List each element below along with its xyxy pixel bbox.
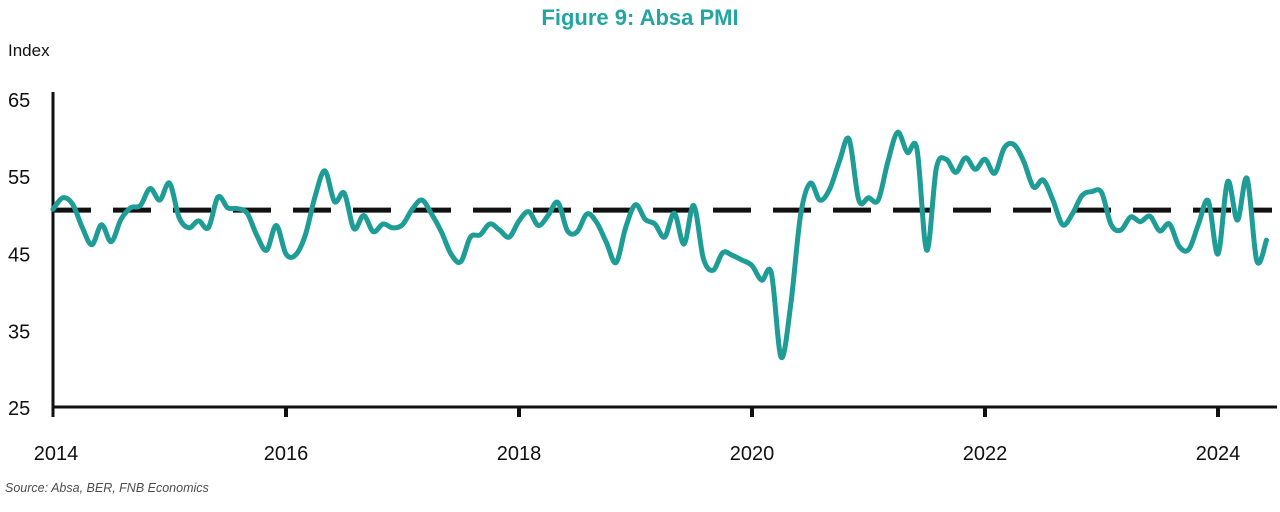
x-tick-label: 2024: [1196, 443, 1241, 465]
y-tick-label: 35: [8, 322, 30, 344]
x-tick-label: 2018: [497, 443, 542, 465]
y-tick-label: 55: [8, 167, 30, 189]
x-axis-labels: 2014 2016 2018 2020 2022 2024: [34, 443, 1241, 465]
x-axis-ticks: [284, 407, 1220, 417]
x-tick-label: 2022: [963, 443, 1008, 465]
x-tick-label: 2014: [34, 443, 79, 465]
pmi-series-line: [50, 129, 1269, 360]
y-tick-label: 45: [8, 245, 30, 267]
source-note: Source: Absa, BER, FNB Economics: [5, 481, 209, 495]
chart-title: Figure 9: Absa PMI: [541, 5, 739, 30]
y-tick-label: 25: [8, 398, 30, 420]
x-tick-label: 2020: [730, 443, 775, 465]
y-axis-labels: 65 55 45 35 25: [8, 90, 30, 420]
y-axis-unit-label: Index: [8, 41, 50, 60]
y-tick-label: 65: [8, 90, 30, 112]
x-tick-label: 2016: [264, 443, 309, 465]
